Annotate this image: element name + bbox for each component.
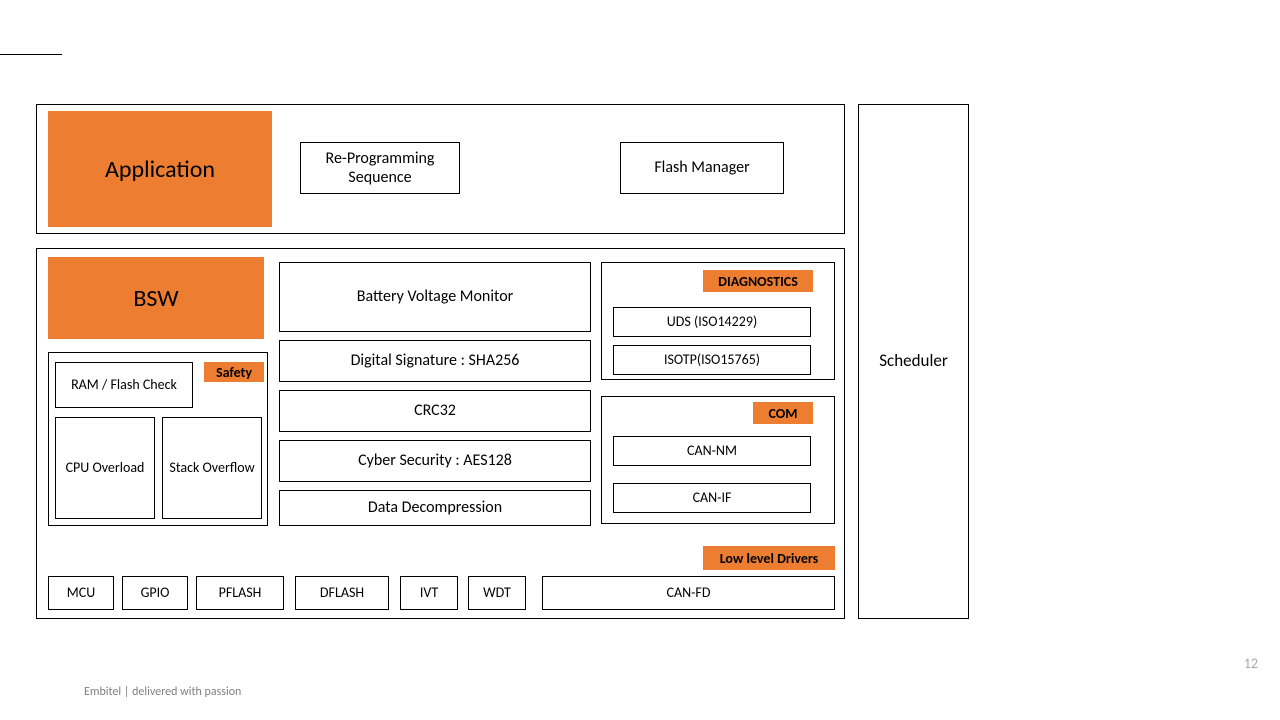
aes128-box: Cyber Security : AES128: [279, 440, 591, 482]
page-number: 12: [1244, 655, 1258, 672]
canfd-box: CAN-FD: [542, 576, 835, 610]
dflash-box: DFLASH: [295, 576, 389, 610]
sha256-box: Digital Signature : SHA256: [279, 340, 591, 382]
uds-box: UDS (ISO14229): [613, 307, 811, 337]
cpu-overload-box: CPU Overload: [55, 417, 155, 519]
can-nm-box: CAN-NM: [613, 436, 811, 466]
scheduler-box: Scheduler: [858, 104, 969, 619]
wdt-box: WDT: [468, 576, 526, 610]
com-tag: COM: [753, 402, 813, 424]
can-if-box: CAN-IF: [613, 483, 811, 513]
footer-text: Embitel | delivered with passion: [84, 685, 241, 699]
flash-manager-box: Flash Manager: [620, 142, 784, 194]
reprogramming-box: Re-Programming Sequence: [300, 142, 460, 194]
battery-monitor-box: Battery Voltage Monitor: [279, 262, 591, 332]
crc32-box: CRC32: [279, 390, 591, 432]
bsw-block: BSW: [48, 257, 264, 339]
decompression-box: Data Decompression: [279, 490, 591, 526]
bsw-label: BSW: [133, 284, 178, 313]
reprogramming-label: Re-Programming Sequence: [301, 149, 459, 187]
application-label: Application: [105, 155, 215, 184]
safety-tag: Safety: [204, 362, 264, 382]
flash-manager-label: Flash Manager: [654, 158, 749, 177]
pflash-box: PFLASH: [196, 576, 284, 610]
diagnostics-tag: DIAGNOSTICS: [703, 270, 813, 292]
mcu-box: MCU: [48, 576, 114, 610]
application-block: Application: [48, 111, 272, 227]
gpio-box: GPIO: [122, 576, 188, 610]
scheduler-label: Scheduler: [879, 351, 948, 371]
ram-flash-check-box: RAM / Flash Check: [55, 362, 193, 408]
top-divider: [0, 54, 62, 55]
ivt-box: IVT: [400, 576, 458, 610]
low-level-drivers-tag: Low level Drivers: [703, 546, 835, 570]
stack-overflow-box: Stack Overflow: [162, 417, 262, 519]
isotp-box: ISOTP(ISO15765): [613, 345, 811, 375]
